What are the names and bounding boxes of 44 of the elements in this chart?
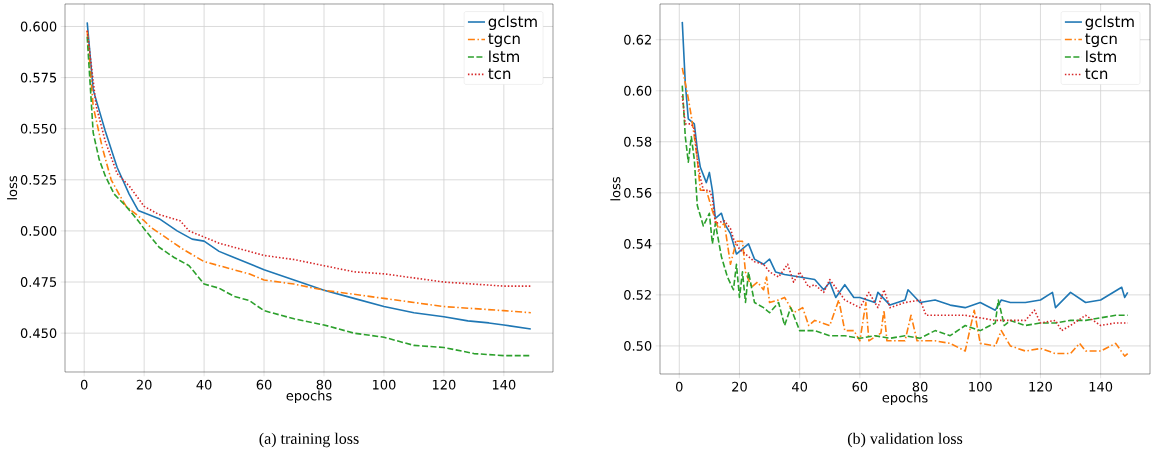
x-tick-label: 100 xyxy=(372,379,396,390)
x-tick-label: 0 xyxy=(80,379,88,390)
y-tick-label: 0.58 xyxy=(624,136,652,147)
text: (a) training loss xyxy=(259,432,359,448)
x-tick-label: 100 xyxy=(969,381,992,392)
legend-label: tcn xyxy=(1085,68,1108,80)
legend-label: gclstm xyxy=(1085,15,1134,31)
y-tick-label: 0.500 xyxy=(20,226,57,236)
legend-label: tgcn xyxy=(1085,33,1117,48)
y-axis-title: loss xyxy=(7,176,18,200)
y-tick-label: 0.60 xyxy=(624,85,652,96)
x-tick-label: 40 xyxy=(792,381,808,392)
legend-label: lstm xyxy=(489,50,519,63)
y-tick-label: 0.56 xyxy=(624,187,652,198)
y-tick-label: 0.525 xyxy=(20,174,57,185)
y-tick-label: 0.550 xyxy=(20,123,57,134)
legend-label: gclstm xyxy=(488,15,537,31)
x-axis-title: epochs xyxy=(882,392,928,406)
x-tick-label: 40 xyxy=(196,379,212,390)
x-axis-title: epochs xyxy=(286,390,332,404)
y-tick-label: 0.52 xyxy=(624,289,651,300)
x-tick-label: 120 xyxy=(432,379,456,390)
x-tick-label: 60 xyxy=(256,379,272,390)
legend-label: tgcn xyxy=(488,33,520,48)
y-tick-label: 0.450 xyxy=(20,328,57,339)
x-tick-label: 20 xyxy=(136,379,152,390)
x-tick-label: 140 xyxy=(492,379,516,390)
y-tick-label: 0.475 xyxy=(20,277,57,287)
y-tick-label: 0.50 xyxy=(624,341,652,351)
y-tick-label: 0.62 xyxy=(624,34,651,45)
legend-label: lstm xyxy=(1086,50,1116,63)
legend-label: tcn xyxy=(488,68,511,80)
x-tick-label: 60 xyxy=(852,381,868,392)
y-tick-label: 0.600 xyxy=(20,21,57,32)
x-tick-label: 0 xyxy=(676,381,683,392)
text: (b) validation loss xyxy=(847,432,963,448)
y-tick-label: 0.575 xyxy=(20,72,57,83)
x-tick-label: 80 xyxy=(912,381,928,392)
x-tick-label: 120 xyxy=(1029,381,1052,392)
y-tick-label: 0.54 xyxy=(624,238,652,249)
x-tick-label: 140 xyxy=(1089,381,1113,392)
x-tick-label: 80 xyxy=(316,379,332,390)
x-tick-label: 20 xyxy=(732,381,747,392)
y-axis-title: loss xyxy=(610,177,621,201)
